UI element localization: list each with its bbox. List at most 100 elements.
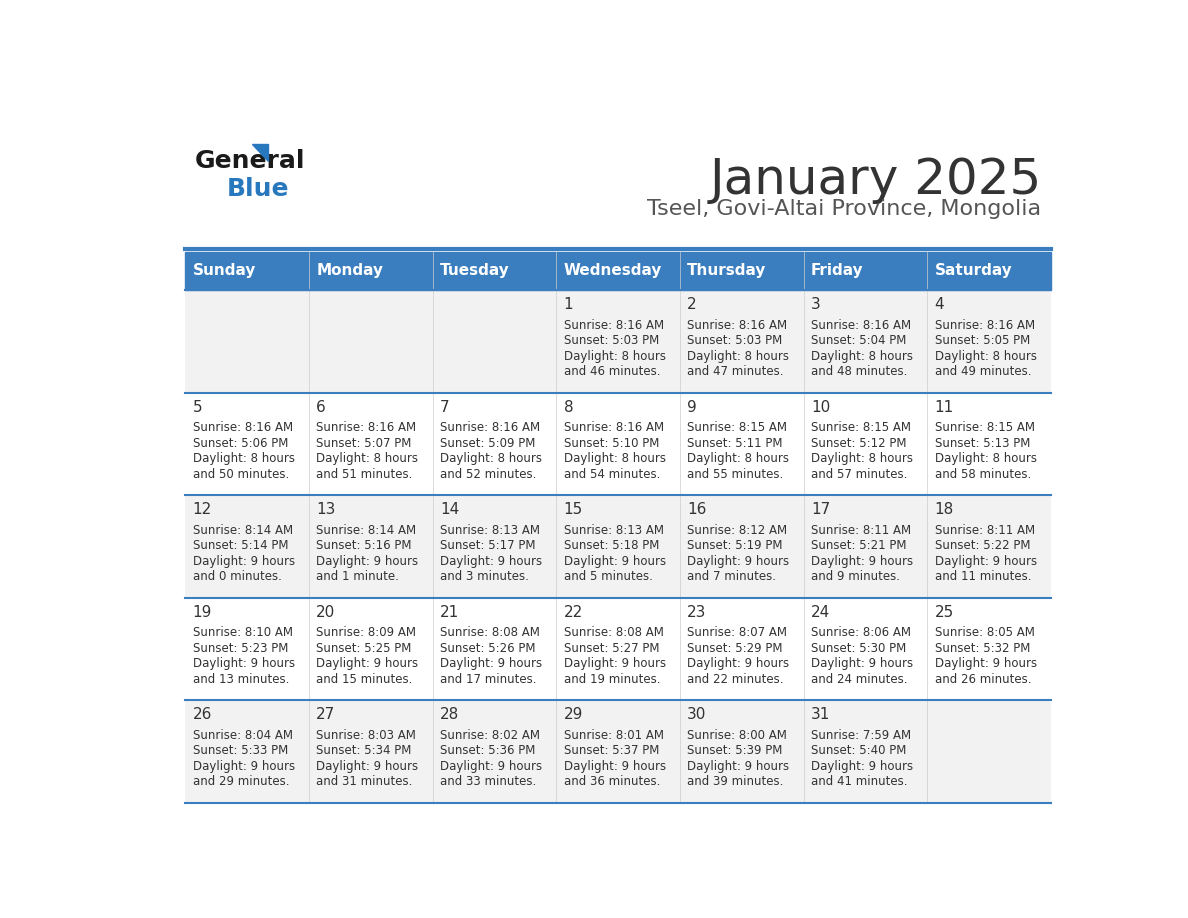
Text: and 46 minutes.: and 46 minutes. — [563, 365, 661, 378]
Text: 27: 27 — [316, 708, 335, 722]
Text: 9: 9 — [687, 400, 697, 415]
Text: Sunrise: 8:15 AM: Sunrise: 8:15 AM — [811, 421, 911, 434]
Text: Sunrise: 8:13 AM: Sunrise: 8:13 AM — [440, 523, 541, 537]
Text: Sunrise: 8:00 AM: Sunrise: 8:00 AM — [687, 729, 788, 742]
Text: Sunset: 5:14 PM: Sunset: 5:14 PM — [192, 539, 289, 553]
Text: and 49 minutes.: and 49 minutes. — [935, 365, 1031, 378]
Text: and 13 minutes.: and 13 minutes. — [192, 673, 289, 686]
Text: Sunset: 5:07 PM: Sunset: 5:07 PM — [316, 437, 412, 450]
Text: Daylight: 8 hours: Daylight: 8 hours — [563, 350, 665, 363]
FancyBboxPatch shape — [432, 496, 556, 598]
Text: 25: 25 — [935, 605, 954, 620]
Text: Daylight: 9 hours: Daylight: 9 hours — [811, 657, 914, 670]
Text: 8: 8 — [563, 400, 574, 415]
Text: Sunrise: 8:08 AM: Sunrise: 8:08 AM — [563, 626, 663, 639]
Text: and 7 minutes.: and 7 minutes. — [687, 570, 776, 583]
Text: Daylight: 9 hours: Daylight: 9 hours — [811, 554, 914, 567]
Text: Daylight: 9 hours: Daylight: 9 hours — [316, 760, 418, 773]
Text: 23: 23 — [687, 605, 707, 620]
FancyBboxPatch shape — [432, 598, 556, 700]
Text: Daylight: 9 hours: Daylight: 9 hours — [192, 554, 295, 567]
Text: 20: 20 — [316, 605, 335, 620]
Text: Sunrise: 8:13 AM: Sunrise: 8:13 AM — [563, 523, 664, 537]
FancyBboxPatch shape — [556, 598, 680, 700]
Text: Daylight: 8 hours: Daylight: 8 hours — [935, 453, 1036, 465]
FancyBboxPatch shape — [185, 598, 309, 700]
FancyBboxPatch shape — [680, 496, 803, 598]
Text: Daylight: 9 hours: Daylight: 9 hours — [192, 657, 295, 670]
FancyBboxPatch shape — [803, 700, 927, 803]
Text: Sunset: 5:25 PM: Sunset: 5:25 PM — [316, 642, 412, 655]
Text: Sunset: 5:34 PM: Sunset: 5:34 PM — [316, 744, 412, 757]
Text: 11: 11 — [935, 400, 954, 415]
Text: 2: 2 — [687, 297, 697, 312]
Text: Daylight: 9 hours: Daylight: 9 hours — [316, 657, 418, 670]
Text: and 48 minutes.: and 48 minutes. — [811, 365, 908, 378]
Text: Daylight: 8 hours: Daylight: 8 hours — [440, 453, 542, 465]
FancyBboxPatch shape — [432, 252, 556, 290]
FancyBboxPatch shape — [680, 598, 803, 700]
FancyBboxPatch shape — [803, 393, 927, 496]
Text: Sunrise: 8:16 AM: Sunrise: 8:16 AM — [192, 421, 292, 434]
Text: 26: 26 — [192, 708, 213, 722]
Text: Sunset: 5:33 PM: Sunset: 5:33 PM — [192, 744, 287, 757]
Text: Sunset: 5:18 PM: Sunset: 5:18 PM — [563, 539, 659, 553]
Text: and 33 minutes.: and 33 minutes. — [440, 776, 536, 789]
Text: and 52 minutes.: and 52 minutes. — [440, 468, 536, 481]
Text: 6: 6 — [316, 400, 326, 415]
Text: Sunrise: 8:07 AM: Sunrise: 8:07 AM — [687, 626, 788, 639]
Text: Sunset: 5:32 PM: Sunset: 5:32 PM — [935, 642, 1030, 655]
Text: Wednesday: Wednesday — [563, 263, 662, 278]
FancyBboxPatch shape — [432, 290, 556, 393]
Text: Sunrise: 8:04 AM: Sunrise: 8:04 AM — [192, 729, 292, 742]
Text: Sunrise: 8:16 AM: Sunrise: 8:16 AM — [563, 319, 664, 331]
FancyBboxPatch shape — [680, 393, 803, 496]
Text: and 55 minutes.: and 55 minutes. — [687, 468, 784, 481]
Text: Daylight: 9 hours: Daylight: 9 hours — [440, 760, 542, 773]
Text: Sunrise: 8:14 AM: Sunrise: 8:14 AM — [316, 523, 417, 537]
Text: Sunset: 5:21 PM: Sunset: 5:21 PM — [811, 539, 906, 553]
FancyBboxPatch shape — [309, 496, 432, 598]
Text: 12: 12 — [192, 502, 211, 518]
Text: and 0 minutes.: and 0 minutes. — [192, 570, 282, 583]
Text: Sunset: 5:36 PM: Sunset: 5:36 PM — [440, 744, 536, 757]
Text: Sunset: 5:37 PM: Sunset: 5:37 PM — [563, 744, 659, 757]
FancyBboxPatch shape — [803, 598, 927, 700]
Text: and 9 minutes.: and 9 minutes. — [811, 570, 899, 583]
Text: and 24 minutes.: and 24 minutes. — [811, 673, 908, 686]
Text: 19: 19 — [192, 605, 213, 620]
Text: Daylight: 9 hours: Daylight: 9 hours — [935, 554, 1037, 567]
Text: January 2025: January 2025 — [709, 156, 1042, 204]
Text: 28: 28 — [440, 708, 460, 722]
Text: Daylight: 9 hours: Daylight: 9 hours — [440, 657, 542, 670]
Text: Sunset: 5:16 PM: Sunset: 5:16 PM — [316, 539, 412, 553]
Text: Sunset: 5:03 PM: Sunset: 5:03 PM — [563, 334, 659, 347]
Polygon shape — [252, 144, 268, 161]
Text: 1: 1 — [563, 297, 574, 312]
Text: Saturday: Saturday — [935, 263, 1012, 278]
FancyBboxPatch shape — [556, 290, 680, 393]
Text: and 19 minutes.: and 19 minutes. — [563, 673, 661, 686]
Text: Sunrise: 8:01 AM: Sunrise: 8:01 AM — [563, 729, 664, 742]
Text: Sunrise: 8:16 AM: Sunrise: 8:16 AM — [440, 421, 541, 434]
Text: Sunset: 5:39 PM: Sunset: 5:39 PM — [687, 744, 783, 757]
Text: Daylight: 9 hours: Daylight: 9 hours — [192, 760, 295, 773]
Text: Sunrise: 8:09 AM: Sunrise: 8:09 AM — [316, 626, 416, 639]
Text: 13: 13 — [316, 502, 336, 518]
Text: and 22 minutes.: and 22 minutes. — [687, 673, 784, 686]
Text: Sunrise: 8:16 AM: Sunrise: 8:16 AM — [811, 319, 911, 331]
Text: Sunday: Sunday — [192, 263, 257, 278]
Text: Sunrise: 8:11 AM: Sunrise: 8:11 AM — [935, 523, 1035, 537]
Text: 7: 7 — [440, 400, 449, 415]
Text: Sunset: 5:04 PM: Sunset: 5:04 PM — [811, 334, 906, 347]
Text: and 29 minutes.: and 29 minutes. — [192, 776, 289, 789]
FancyBboxPatch shape — [680, 252, 803, 290]
Text: Sunrise: 8:11 AM: Sunrise: 8:11 AM — [811, 523, 911, 537]
Text: Blue: Blue — [227, 177, 289, 201]
FancyBboxPatch shape — [927, 598, 1051, 700]
Text: Daylight: 8 hours: Daylight: 8 hours — [811, 453, 912, 465]
Text: Sunset: 5:40 PM: Sunset: 5:40 PM — [811, 744, 906, 757]
Text: Sunset: 5:13 PM: Sunset: 5:13 PM — [935, 437, 1030, 450]
FancyBboxPatch shape — [556, 496, 680, 598]
Text: 5: 5 — [192, 400, 202, 415]
